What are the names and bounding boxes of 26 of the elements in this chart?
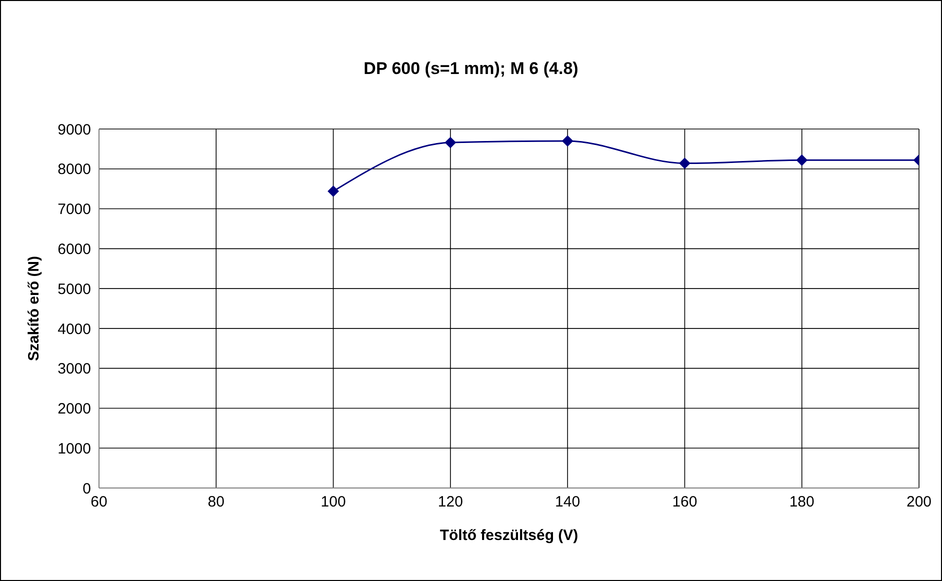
x-tick-label: 100 xyxy=(320,494,346,511)
y-tick-label: 2000 xyxy=(58,400,91,418)
x-tick-label: 160 xyxy=(672,494,698,511)
y-tick-label: 5000 xyxy=(58,280,91,298)
y-tick-label: 8000 xyxy=(58,161,91,178)
y-axis-title: Szakító erő (N) xyxy=(25,256,42,362)
y-tick-label: 6000 xyxy=(58,240,91,258)
y-tick-label: 1000 xyxy=(58,440,91,458)
x-tick-label: 140 xyxy=(555,494,580,511)
point xyxy=(796,154,808,166)
point xyxy=(562,135,574,146)
x-axis-title: Töltő feszültség (V) xyxy=(440,527,578,544)
x-tick-label: 80 xyxy=(208,494,224,511)
point xyxy=(444,137,456,148)
x-tick-label: 60 xyxy=(90,494,108,511)
x-tick-label: 200 xyxy=(906,494,932,511)
point xyxy=(679,158,690,169)
x-tick-label: 180 xyxy=(789,494,814,511)
y-tick-label: 7000 xyxy=(58,201,91,218)
y-tick-label: 9000 xyxy=(58,121,91,138)
y-tick-label: 4000 xyxy=(58,320,91,338)
chart-title: DP 600 (s=1 mm); M 6 (4.8) xyxy=(362,59,580,79)
x-tick-label: 120 xyxy=(438,494,463,511)
y-tick-label: 0 xyxy=(82,480,91,498)
point xyxy=(328,186,339,197)
y-tick-label: 3000 xyxy=(58,360,91,378)
